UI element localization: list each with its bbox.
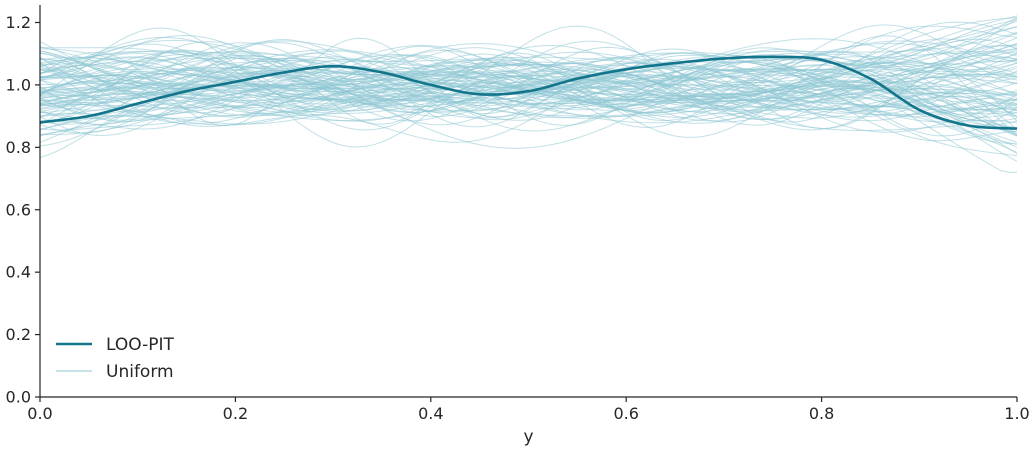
y-tick-label: 0.4: [6, 263, 31, 282]
x-tick-label: 1.0: [1004, 404, 1029, 423]
uniform-curve: [39, 42, 1018, 88]
x-tick-label: 0.0: [27, 404, 52, 423]
y-tick-label: 0.6: [6, 200, 31, 219]
y-tick-label: 0.0: [6, 388, 31, 407]
legend-label-uniform: Uniform: [106, 362, 174, 382]
loo-pit-line: [39, 55, 1018, 130]
x-tick-label: 0.2: [223, 404, 248, 423]
uniform-curve: [39, 66, 1018, 143]
y-ticks: 0.0 0.2 0.4 0.6 0.8 1.0 1.2: [6, 13, 40, 407]
uniform-curve: [39, 48, 1018, 121]
uniform-curve: [39, 52, 1018, 121]
x-tick-label: 0.8: [809, 404, 834, 423]
y-tick-label: 1.2: [6, 13, 31, 32]
x-axis-label: y: [523, 427, 533, 447]
uniform-curves: [39, 15, 1018, 173]
uniform-curve: [39, 42, 1018, 108]
uniform-curve: [39, 32, 1018, 100]
uniform-curve: [39, 56, 1018, 122]
uniform-curve: [39, 54, 1018, 130]
uniform-curve: [40, 51, 1018, 118]
x-ticks: 0.0 0.2 0.4 0.6 0.8 1.0: [27, 397, 1030, 423]
loo-pit-series: [39, 55, 1018, 130]
uniform-curve: [39, 21, 1018, 102]
uniform-curve: [39, 70, 1018, 131]
x-tick-label: 0.6: [613, 404, 638, 423]
uniform-curve: [39, 57, 1018, 117]
uniform-curve: [39, 44, 1018, 132]
uniform-curve: [39, 47, 1018, 118]
uniform-curve: [39, 25, 1018, 136]
y-tick-label: 0.8: [6, 138, 31, 157]
y-tick-label: 1.0: [6, 75, 31, 94]
uniform-curve: [39, 43, 1018, 137]
uniform-curve: [39, 51, 1018, 91]
y-tick-label: 0.2: [6, 325, 31, 344]
legend: LOO-PIT Uniform: [56, 335, 174, 382]
legend-label-loo-pit: LOO-PIT: [106, 335, 174, 355]
uniform-curve: [39, 50, 1018, 126]
uniform-curve: [39, 38, 1018, 96]
uniform-curve: [39, 69, 1018, 136]
axes: 0.0 0.2 0.4 0.6 0.8 1.0 0.0 0.2 0.4 0.6 0.8 1.0 1.2: [6, 5, 1030, 423]
x-tick-label: 0.4: [418, 404, 443, 423]
uniform-curve: [39, 59, 1018, 107]
